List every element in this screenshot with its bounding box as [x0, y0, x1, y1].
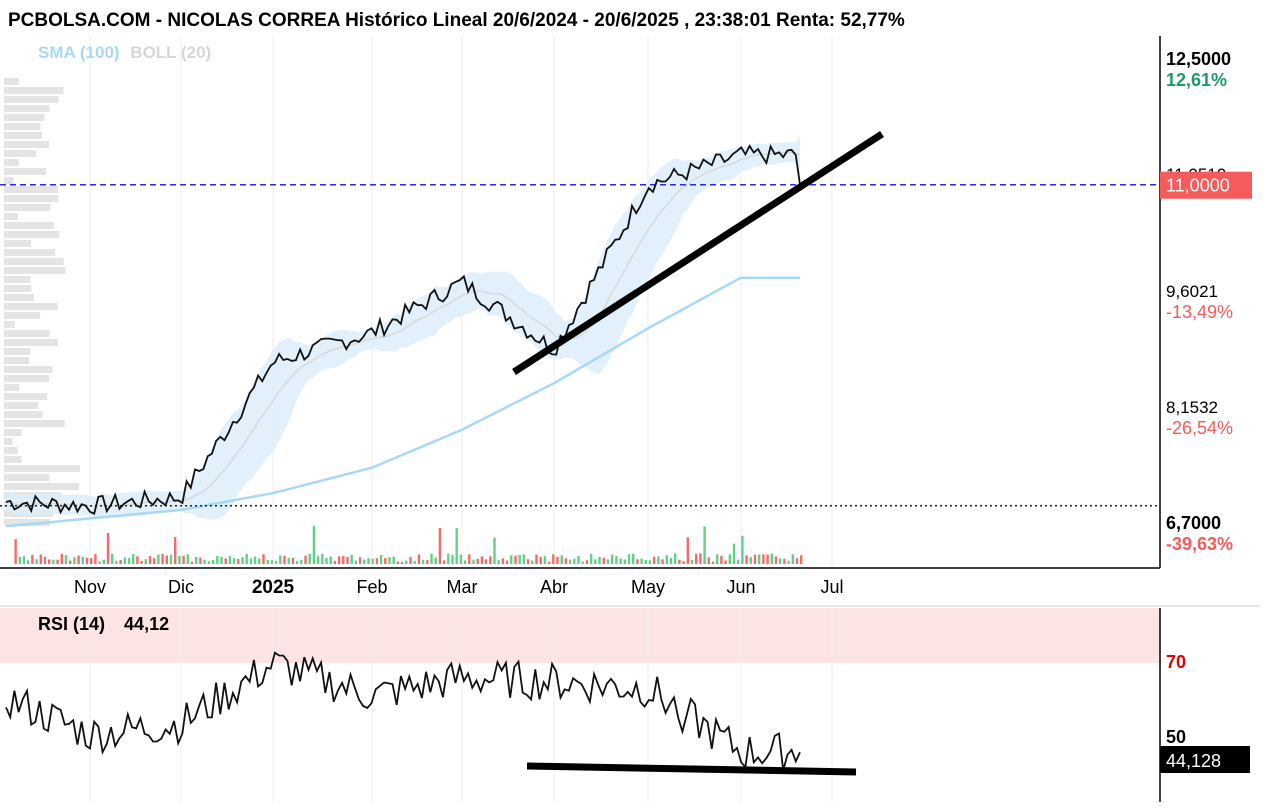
main-panel	[0, 36, 1161, 569]
axis-pct-12-61: 12,61%	[1166, 70, 1227, 90]
sma-line	[5, 276, 800, 528]
month-label-abr: Abr	[540, 577, 568, 597]
month-label-jun: Jun	[726, 577, 755, 597]
volume-bars	[14, 525, 803, 564]
axis-pct-26-54: -26,54%	[1166, 418, 1233, 438]
rsi-overbought-zone	[0, 608, 1160, 663]
month-label-mar: Mar	[447, 577, 478, 597]
rsi-tick-70: 70	[1166, 652, 1186, 672]
rsi-panel	[0, 605, 1260, 802]
rsi-value: 44,12	[124, 614, 169, 634]
month-label-nov: Nov	[74, 577, 106, 597]
legend-sma: SMA (100)	[38, 43, 120, 62]
month-label-may: May	[631, 577, 665, 597]
month-label-jul: Jul	[820, 577, 843, 597]
rsi-label: RSI (14)	[38, 614, 105, 634]
rsi-support-line	[526, 762, 857, 776]
month-label-2025: 2025	[252, 577, 295, 598]
bollinger-band	[6, 135, 800, 520]
rsi-badge	[1160, 746, 1250, 773]
axis-label-8-15: 8,1532	[1166, 398, 1218, 417]
svg-text:SMA (100) BOLL (20): SMA (100) BOLL (20)	[38, 43, 211, 62]
axis-label-9-60: 9,6021	[1166, 282, 1218, 301]
rsi-line	[5, 651, 801, 771]
axis-pct-13-49: -13,49%	[1166, 302, 1233, 322]
axis-pct-39-63: -39,63%	[1166, 534, 1233, 554]
month-label-feb: Feb	[356, 577, 387, 597]
support-trendline	[512, 131, 884, 375]
rsi-tick-50: 50	[1166, 727, 1186, 747]
month-label-dic: Dic	[168, 577, 194, 597]
chart-title: PCBOLSA.COM - NICOLAS CORREA Histórico L…	[8, 10, 905, 31]
bollinger-middle-line	[5, 151, 801, 508]
axis-label-12-5: 12,5000	[1166, 49, 1231, 69]
legend-boll: BOLL (20)	[130, 43, 211, 62]
rsi-badge-value: 44,128	[1166, 751, 1221, 771]
current-price-value: 11,0000	[1166, 176, 1230, 196]
axis-label-6-70: 6,7000	[1166, 513, 1221, 533]
price-line	[5, 143, 801, 515]
current-price-badge	[1160, 171, 1252, 199]
svg-text:RSI (14) 44,12: RSI (14) 44,12	[38, 614, 169, 634]
month-axis: Nov Dic 2025 Feb Mar Abr May Jun Jul	[74, 577, 844, 598]
